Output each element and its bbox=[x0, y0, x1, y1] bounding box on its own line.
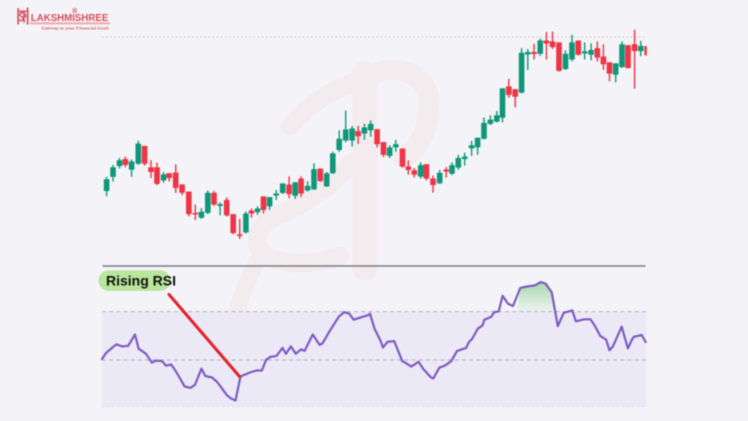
svg-text:Gateway to your Financial Goal: Gateway to your Financial Goals bbox=[42, 25, 110, 30]
svg-text:Rising RSI: Rising RSI bbox=[106, 273, 176, 289]
svg-text:LAKSHMISHREE: LAKSHMISHREE bbox=[31, 13, 109, 24]
